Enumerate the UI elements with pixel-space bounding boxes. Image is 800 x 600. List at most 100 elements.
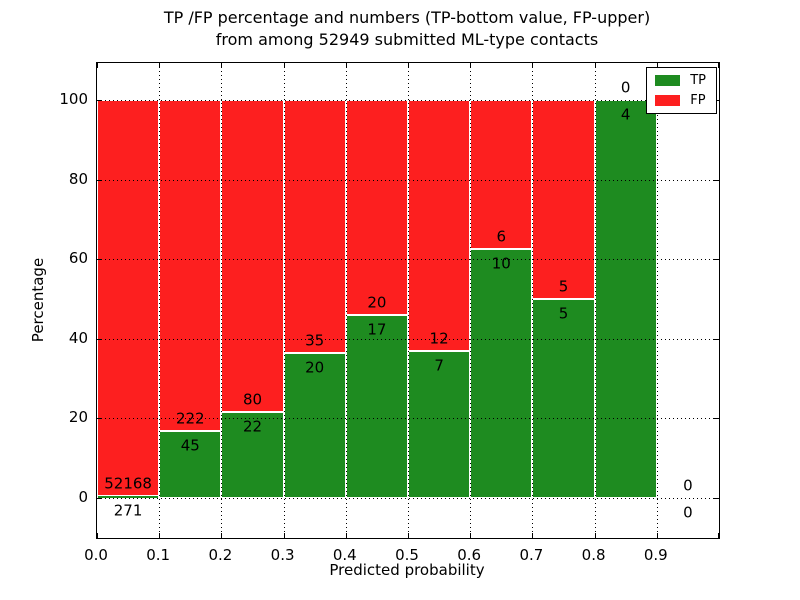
x-tick-label: 0.8: [581, 546, 606, 564]
x-tick-mark-bottom: [532, 533, 534, 538]
x-tick-mark-bottom: [408, 533, 409, 538]
fp-color-swatch: [655, 95, 681, 106]
legend-label-tp: TP: [690, 73, 706, 88]
bar-fp-segment: [470, 100, 533, 250]
x-axis-label: Predicted probability: [329, 561, 485, 579]
fp-count-label: 0: [683, 476, 693, 495]
legend-label-fp: FP: [690, 93, 706, 108]
fp-count-label: 35: [305, 331, 325, 350]
y-tick-label: 80: [68, 169, 88, 188]
x-tick-mark-top: [345, 63, 347, 68]
x-tick-label: 0.7: [519, 546, 544, 564]
tp-count-label: 0: [683, 503, 693, 522]
tp-count-label: 20: [305, 358, 325, 377]
x-tick-mark-top: [221, 63, 223, 68]
tp-count-label: 4: [620, 105, 631, 124]
x-tick-mark-bottom: [594, 533, 596, 538]
vertical-gridline: [532, 63, 534, 538]
fp-count-label: 5: [558, 277, 569, 296]
bar-tp-segment: [594, 100, 657, 498]
y-tick-mark-right: [714, 498, 719, 499]
vertical-gridline: [159, 63, 161, 538]
tp-count-label: 7: [434, 356, 444, 375]
chart-title-line2: from among 52949 submitted ML-type conta…: [215, 30, 599, 49]
tp-color-swatch: [655, 75, 681, 86]
x-tick-mark-bottom: [97, 533, 98, 538]
chart-title-line1: TP /FP percentage and numbers (TP-bottom…: [163, 8, 651, 27]
y-tick-label: 0: [78, 488, 88, 506]
vertical-gridline: [345, 63, 347, 538]
fp-count-label: 52168: [104, 474, 152, 493]
bar-tp-segment: [221, 412, 284, 498]
y-tick-mark-left: [97, 338, 102, 340]
x-tick-mark-top: [532, 63, 534, 68]
legend: TP FP: [646, 67, 717, 114]
x-tick-mark-bottom: [718, 533, 719, 538]
x-tick-mark-bottom: [470, 533, 472, 538]
vertical-gridline: [470, 63, 472, 538]
tp-count-label: 271: [113, 501, 143, 520]
y-tick-mark-left: [97, 259, 102, 261]
legend-item-tp: TP: [655, 74, 706, 87]
bar-tp-segment: [470, 249, 533, 498]
bar-fp-segment: [159, 100, 222, 431]
x-tick-mark-top: [594, 63, 596, 68]
bar-fp-segment: [283, 100, 346, 354]
bar-tp-segment: [345, 315, 408, 498]
x-tick-label: 0.2: [208, 546, 233, 564]
bar-tp-segment: [532, 299, 595, 498]
x-tick-mark-bottom: [283, 533, 285, 538]
fp-count-label: 80: [242, 390, 263, 409]
y-tick-mark-right: [714, 418, 719, 420]
y-tick-label: 20: [68, 408, 88, 427]
fp-count-label: 20: [367, 293, 387, 312]
x-tick-mark-bottom: [345, 533, 347, 538]
x-tick-mark-top: [656, 63, 658, 68]
chart-title: TP /FP percentage and numbers (TP-bottom…: [96, 7, 718, 51]
bar-fp-segment: [221, 100, 284, 413]
bar-fp-segment: [97, 100, 160, 496]
tp-count-label: 5: [558, 304, 569, 323]
y-tick-mark-left: [97, 498, 102, 499]
y-tick-label: 60: [68, 249, 88, 268]
vertical-gridline: [408, 63, 409, 538]
fp-count-label: 12: [429, 329, 449, 348]
x-tick-mark-bottom: [221, 533, 223, 538]
tp-count-label: 45: [180, 436, 200, 455]
x-tick-mark-top: [159, 63, 161, 68]
vertical-gridline: [656, 63, 658, 538]
x-tick-mark-bottom: [656, 533, 658, 538]
x-tick-mark-top: [718, 63, 719, 68]
fp-count-label: 0: [620, 78, 631, 97]
y-tick-mark-right: [714, 179, 719, 181]
fp-count-label: 6: [496, 227, 507, 246]
x-tick-mark-top: [283, 63, 285, 68]
y-tick-mark-left: [97, 179, 102, 181]
y-tick-mark-left: [97, 100, 102, 101]
legend-item-fp: FP: [655, 94, 706, 107]
vertical-gridline: [283, 63, 285, 538]
y-axis-label: Percentage: [29, 257, 47, 343]
vertical-gridline: [221, 63, 223, 538]
vertical-gridline: [594, 63, 596, 538]
x-tick-label: 0.4: [332, 546, 357, 564]
x-tick-mark-top: [408, 63, 409, 68]
bar-tp-segment: [408, 351, 471, 498]
tp-count-label: 10: [491, 254, 511, 273]
x-tick-label: 0.5: [395, 546, 419, 564]
x-tick-label: 0.6: [457, 546, 482, 564]
x-tick-mark-top: [470, 63, 472, 68]
y-tick-mark-right: [714, 338, 719, 340]
x-tick-mark-bottom: [159, 533, 161, 538]
x-tick-mark-top: [97, 63, 98, 68]
bar-fp-segment: [408, 100, 471, 352]
y-tick-mark-right: [714, 259, 719, 261]
plot-area: 52168 271 222 45 80 22 35 20 20 17 12 7 6 10 5 5 0 4 0 0 TP…: [96, 62, 720, 539]
y-tick-mark-left: [97, 418, 102, 420]
y-tick-label: 100: [59, 90, 88, 108]
bar-tp-segment: [283, 353, 346, 498]
x-tick-label: 0.9: [643, 546, 668, 564]
tp-count-label: 17: [367, 320, 387, 339]
x-tick-label: 0.3: [270, 546, 295, 564]
